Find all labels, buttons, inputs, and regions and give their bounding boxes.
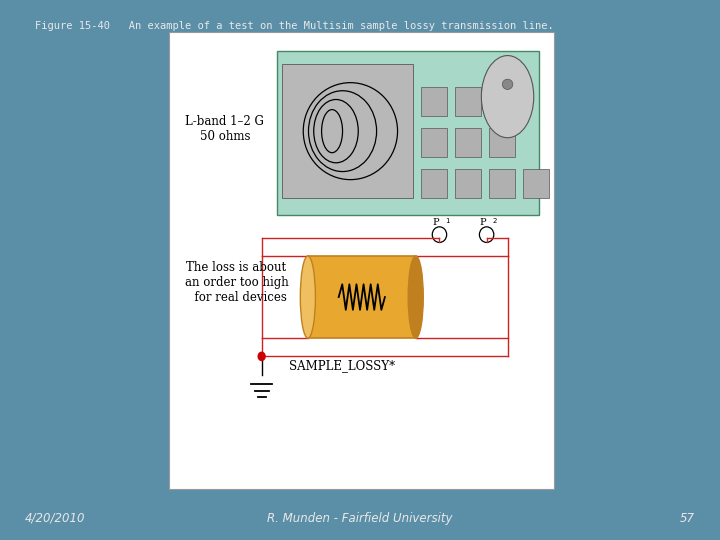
FancyBboxPatch shape: [489, 87, 516, 116]
Ellipse shape: [258, 352, 265, 361]
Ellipse shape: [300, 256, 315, 338]
Text: SAMPLE_LOSSY*: SAMPLE_LOSSY*: [289, 359, 395, 372]
FancyBboxPatch shape: [169, 32, 554, 489]
FancyBboxPatch shape: [421, 169, 447, 199]
FancyBboxPatch shape: [455, 128, 482, 158]
FancyBboxPatch shape: [308, 256, 415, 338]
FancyBboxPatch shape: [489, 128, 516, 158]
FancyBboxPatch shape: [523, 169, 549, 199]
FancyBboxPatch shape: [282, 64, 413, 199]
Text: P: P: [433, 218, 439, 227]
FancyBboxPatch shape: [277, 51, 539, 215]
Ellipse shape: [408, 256, 423, 338]
Text: R. Munden - Fairfield University: R. Munden - Fairfield University: [267, 512, 453, 525]
Text: L-band 1–2 G
    50 ohms: L-band 1–2 G 50 ohms: [184, 114, 264, 143]
Ellipse shape: [432, 227, 446, 242]
Text: 57: 57: [680, 512, 695, 525]
FancyBboxPatch shape: [489, 169, 516, 199]
Ellipse shape: [503, 79, 513, 90]
Ellipse shape: [482, 56, 534, 138]
FancyBboxPatch shape: [455, 169, 482, 199]
Text: 2: 2: [492, 218, 497, 224]
Text: Figure 15-40   An example of a test on the Multisim sample lossy transmission li: Figure 15-40 An example of a test on the…: [35, 21, 553, 31]
Ellipse shape: [480, 227, 494, 242]
FancyBboxPatch shape: [455, 87, 482, 116]
FancyBboxPatch shape: [421, 87, 447, 116]
Text: 4/20/2010: 4/20/2010: [25, 512, 86, 525]
FancyBboxPatch shape: [421, 128, 447, 158]
Text: The loss is about
an order too high
  for real devices: The loss is about an order too high for …: [184, 261, 288, 303]
Text: 1: 1: [445, 218, 450, 224]
Text: P: P: [480, 218, 486, 227]
